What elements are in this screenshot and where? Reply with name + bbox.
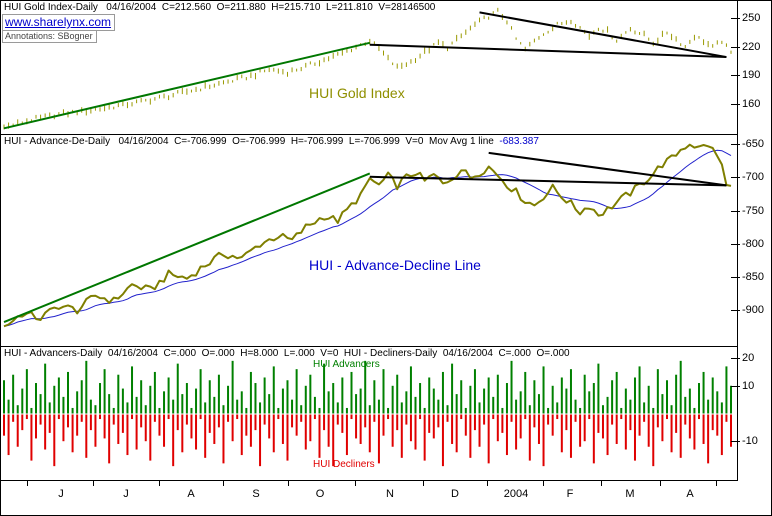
advancers-decliners-plot [3,360,732,467]
y-axis-tick-label: 20 [742,352,755,364]
x-axis-tick [660,481,661,486]
hui-gold-index-header: HUI Gold Index-Daily 04/16/2004 C=212.56… [4,2,436,13]
y-axis-tick [731,441,740,442]
y-axis-tick-label: -700 [742,171,765,183]
y-axis-tick [731,211,740,212]
y-axis-tick [731,358,740,359]
y-axis-tick-label: -750 [742,205,765,217]
panel-advancers-decliners: HUI - Advancers-Daily 04/16/2004 C=.000 … [1,347,738,481]
y-axis-tick-label: -650 [742,138,765,150]
hui-gold-index-label: HUI Gold Index [309,85,405,101]
month-label: J [123,488,129,500]
month-label: M [625,488,635,500]
y-axis-tick [731,277,740,278]
y-axis-tick-label: 10 [742,380,755,392]
y-axis-tick-label: 250 [742,12,761,24]
y-axis-tick [731,47,740,48]
advance-decline-plot [3,143,732,328]
x-axis-tick [27,481,28,486]
y-axis-tick-label: -850 [742,271,765,283]
y-axis-tick-label: -10 [742,435,758,447]
hui-decliners-label: HUI Decliners [313,459,375,470]
x-axis-tick [159,481,160,486]
x-axis-tick [355,481,356,486]
month-label: S [252,488,260,500]
x-axis-tick [288,481,289,486]
mov-avg-value: -683.387 [499,136,539,147]
panel-advance-decline: HUI - Advance-De-Daily 04/16/2004 C=-706… [1,135,738,347]
y-axis-tick [731,386,740,387]
month-label: O [315,488,325,500]
month-label: N [386,488,394,500]
y-axis-tick-label: -800 [742,238,765,250]
x-axis-tick [716,481,717,486]
advance-decline-label: HUI - Advance-Decline Line [309,257,481,273]
y-axis-tick [731,310,740,311]
hui-gold-index-plot [3,7,732,130]
y-axis-tick-label: 160 [742,98,761,110]
y-axis-tick [731,177,740,178]
x-axis-tick [93,481,94,486]
advance-decline-header: HUI - Advance-De-Daily 04/16/2004 C=-706… [4,136,539,147]
x-axis-tick [423,481,424,486]
panel-hui-gold-index: HUI Gold Index-Daily 04/16/2004 C=212.56… [1,1,738,135]
x-axis-tick [543,481,544,486]
y-axis-tick [731,75,740,76]
month-label: J [58,488,64,500]
x-axis-tick [487,481,488,486]
month-label: 2004 [503,488,529,500]
y-axis-tick-label: 220 [742,41,761,53]
y-axis-tick-label: -900 [742,304,765,316]
y-axis-tick-label: 190 [742,69,761,81]
month-label: F [566,488,574,500]
x-axis-tick [601,481,602,486]
annotations-label: Annotations: SBogner [2,30,97,43]
y-axis-tick [731,144,740,145]
y-axis-tick [731,18,740,19]
advancers-decliners-header: HUI - Advancers-Daily 04/16/2004 C=.000 … [4,348,570,359]
month-label: A [187,488,195,500]
x-axis: J J A S O N D 2004 F M A [1,481,738,515]
x-axis-tick [223,481,224,486]
month-label: D [451,488,459,500]
sharelynx-link[interactable]: www.sharelynx.com [2,14,116,31]
advance-decline-header-text: HUI - Advance-De-Daily 04/16/2004 C=-706… [4,136,500,147]
y-axis-tick [731,244,740,245]
month-label: A [686,488,694,500]
y-axis-tick [731,104,740,105]
hui-advancers-label: HUI Advancers [313,359,380,370]
